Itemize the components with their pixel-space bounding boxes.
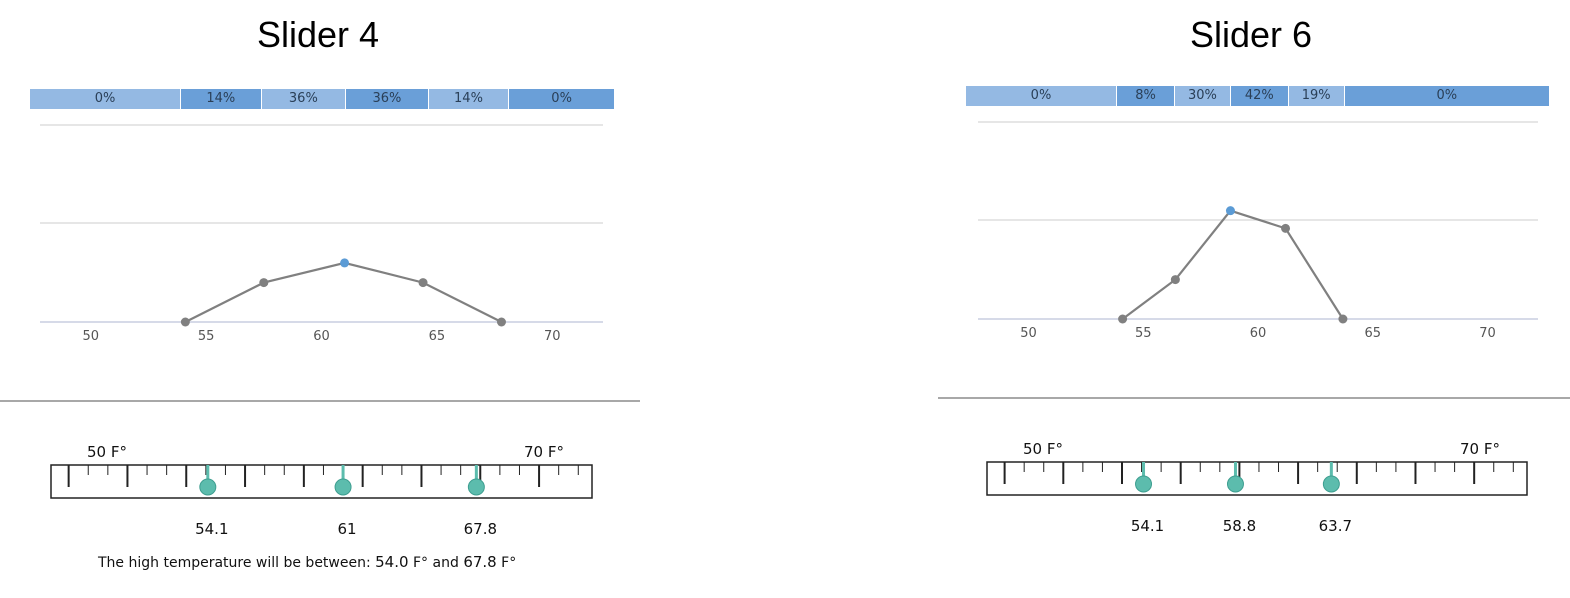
slider-handle[interactable] <box>1226 475 1244 493</box>
slider-track[interactable] <box>50 464 593 499</box>
percent-segment: 0% <box>509 89 614 109</box>
ruler-min-label: 50 F° <box>1023 440 1063 458</box>
temperature-slider[interactable] <box>938 0 1570 557</box>
percent-segment: 0% <box>966 86 1117 106</box>
x-tick-label: 50 <box>82 329 99 344</box>
x-tick-label: 65 <box>1364 326 1381 341</box>
percent-segment: 30% <box>1175 86 1231 106</box>
data-point[interactable] <box>1281 223 1291 233</box>
percent-segment: 36% <box>261 89 347 109</box>
slider-handle[interactable] <box>1135 475 1153 493</box>
slider-panel-4: Slider 4 0% 14% 36% 36% 14% 0% 50 55 60 65 70 50 … <box>0 0 640 598</box>
slider-handle[interactable] <box>1322 475 1340 493</box>
data-point[interactable] <box>259 278 269 288</box>
panel-title: Slider 6 <box>1189 14 1313 55</box>
ruler-max-label: 70 F° <box>524 443 564 461</box>
x-tick-label: 50 <box>1020 326 1037 341</box>
section-divider <box>0 400 640 402</box>
x-tick-label: 70 <box>1479 326 1496 341</box>
summary-low-value: 54.0 <box>375 553 409 571</box>
percent-segment: 0% <box>1344 86 1549 106</box>
x-tick-label: 60 <box>313 329 330 344</box>
slider-track[interactable] <box>986 461 1528 496</box>
highlight-point[interactable] <box>340 258 350 268</box>
percent-segment: 0% <box>30 89 182 109</box>
handle-value-label: 67.8 <box>463 520 498 538</box>
percent-segment: 36% <box>346 89 429 109</box>
percent-segment: 8% <box>1116 86 1176 106</box>
slider-handle[interactable] <box>199 478 217 496</box>
summary-unit: F° <box>408 555 429 571</box>
data-point[interactable] <box>496 317 506 327</box>
data-point[interactable] <box>418 278 428 288</box>
distribution-chart: 50 55 60 65 70 <box>40 124 603 344</box>
data-point[interactable] <box>180 317 190 327</box>
percent-bar: 0% 14% 36% 36% 14% 0% <box>30 89 614 109</box>
handle-value-label: 63.7 <box>1318 517 1353 535</box>
summary-prefix: The high temperature will be between: <box>98 555 376 571</box>
summary-unit: F° <box>496 555 517 571</box>
percent-segment: 42% <box>1230 86 1289 106</box>
data-point[interactable] <box>1118 314 1128 324</box>
handle-value-label: 54.1 <box>1130 517 1165 535</box>
handle-value-label: 61 <box>337 520 357 538</box>
section-divider <box>938 397 1570 399</box>
summary-high-value: 67.8 <box>463 553 497 571</box>
data-point[interactable] <box>1170 275 1180 285</box>
handle-value-label: 58.8 <box>1222 517 1257 535</box>
panel-title: Slider 4 <box>256 14 380 55</box>
summary-and: and <box>428 555 464 571</box>
percent-segment: 19% <box>1288 86 1345 106</box>
highlight-point[interactable] <box>1225 206 1235 216</box>
ruler-max-label: 70 F° <box>1460 440 1500 458</box>
percent-bar: 0% 8% 30% 42% 19% 0% <box>966 86 1549 106</box>
range-summary: The high temperature will be between: 54… <box>98 553 516 571</box>
x-tick-label: 55 <box>1135 326 1152 341</box>
temperature-slider[interactable] <box>0 0 640 560</box>
percent-segment: 14% <box>181 89 262 109</box>
percent-segment: 14% <box>428 89 510 109</box>
slider-handle[interactable] <box>467 478 485 496</box>
ruler-min-label: 50 F° <box>87 443 127 461</box>
x-tick-label: 65 <box>429 329 446 344</box>
x-tick-label: 60 <box>1250 326 1267 341</box>
slider-panel-6: Slider 6 0% 8% 30% 42% 19% 0% 50 55 60 65 70 50 F… <box>938 0 1570 598</box>
handle-value-label: 54.1 <box>195 520 229 538</box>
slider-handle[interactable] <box>334 478 352 496</box>
x-tick-label: 70 <box>544 329 561 344</box>
x-tick-label: 55 <box>198 329 215 344</box>
distribution-chart: 50 55 60 65 70 <box>978 121 1538 341</box>
data-point[interactable] <box>1338 314 1348 324</box>
